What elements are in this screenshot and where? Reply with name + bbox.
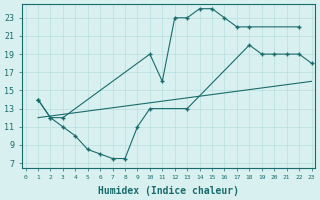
- X-axis label: Humidex (Indice chaleur): Humidex (Indice chaleur): [98, 186, 239, 196]
